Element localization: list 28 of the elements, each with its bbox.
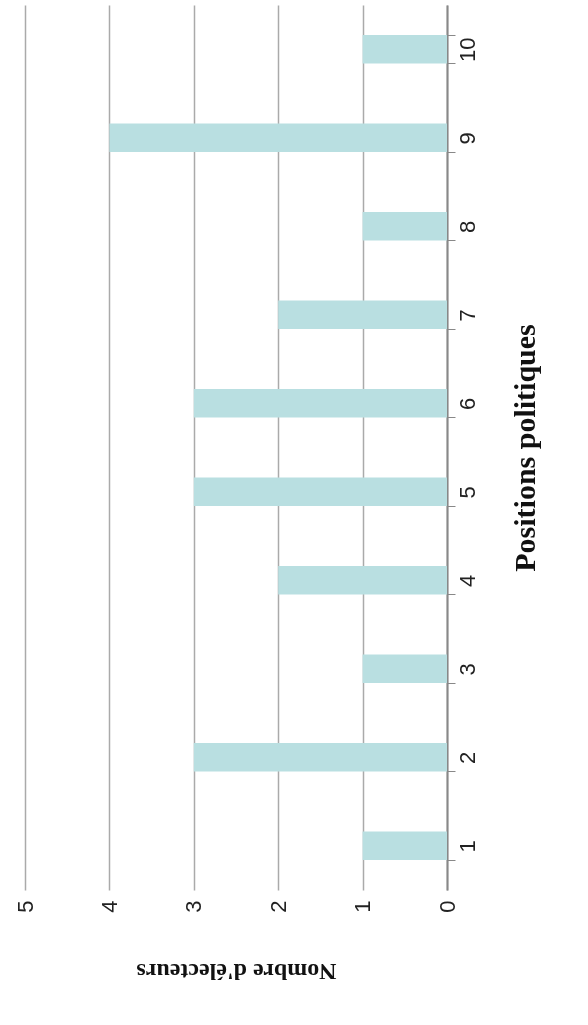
y-tick-label: 9 [454, 132, 480, 145]
x-tick-label: 1 [350, 900, 376, 913]
bar [193, 743, 447, 772]
x-tick-label: 2 [265, 900, 291, 913]
x-tick-label: 4 [96, 900, 122, 913]
bar [362, 35, 447, 64]
x-tick-label: 3 [181, 900, 207, 913]
y-tick-label: 2 [454, 751, 480, 764]
bar [362, 212, 447, 241]
y-tick-label: 8 [454, 220, 480, 233]
bar [278, 566, 447, 595]
y-axis-title: Positions politiques [507, 324, 541, 572]
y-tick-label: 5 [454, 486, 480, 499]
bar [362, 831, 447, 860]
y-tick-label: 3 [454, 663, 480, 676]
y-tick-label: 7 [454, 309, 480, 322]
x-axis-title: Nombre d'électeurs [136, 958, 337, 985]
y-tick-label: 1 [454, 840, 480, 853]
y-tick-label: 4 [454, 574, 480, 587]
bar [278, 300, 447, 329]
bar [109, 123, 447, 152]
bar [362, 654, 447, 683]
x-tick-label: 0 [434, 900, 460, 913]
x-tick-label: 5 [12, 900, 38, 913]
bar [193, 477, 447, 506]
y-tick-label: 6 [454, 397, 480, 410]
bar [193, 389, 447, 418]
y-tick-label: 10 [454, 37, 480, 62]
